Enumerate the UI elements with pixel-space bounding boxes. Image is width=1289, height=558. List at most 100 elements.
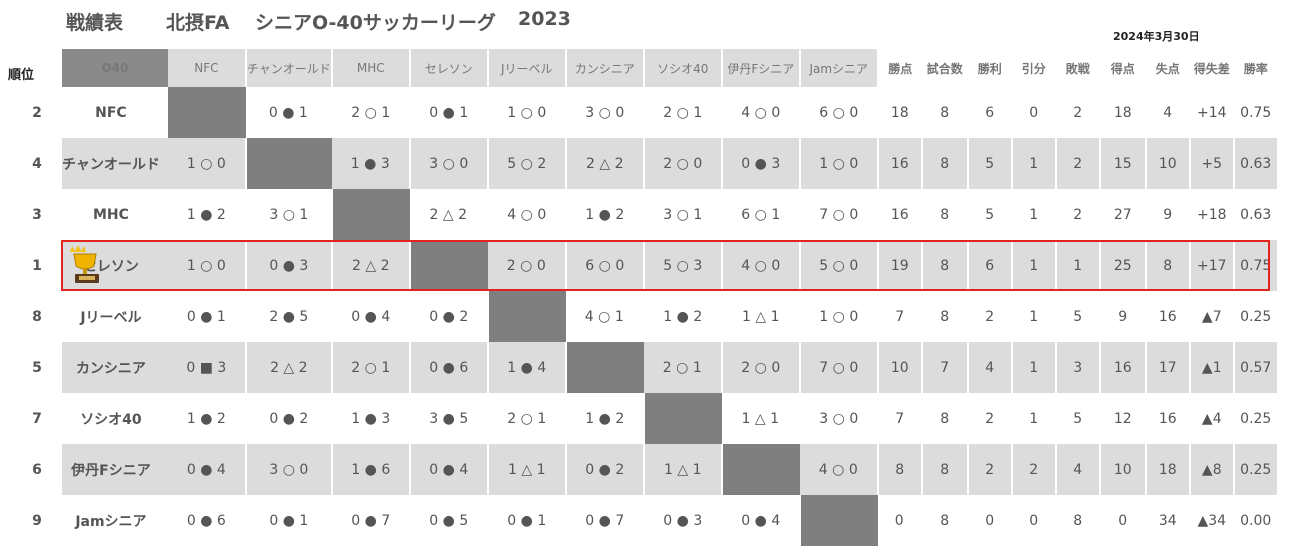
match-result-cell: 3 ○ 1 (643, 189, 723, 240)
rank-cell: 3 (32, 206, 42, 223)
match-result-cell: 0 ● 6 (167, 495, 247, 546)
match-result-cell: 0 ● 3 (643, 495, 723, 546)
match-result-cell: 1 ● 2 (167, 393, 247, 444)
match-result-cell: 0 ● 6 (409, 342, 489, 393)
stat-cell: 10 (1099, 444, 1147, 495)
rank-cell: 1 (32, 257, 42, 274)
stat-cell: 1 (1011, 342, 1057, 393)
rank-cell: 7 (32, 410, 42, 427)
stat-cell: 9 (1145, 189, 1191, 240)
team-name: Jamシニア (75, 513, 147, 530)
match-result-cell: 1 ● 6 (331, 444, 411, 495)
stat-cell: 2 (1055, 87, 1101, 138)
match-result-cell: 0 ● 3 (245, 240, 333, 291)
stat-cell: 0.57 (1233, 342, 1279, 393)
team-name: ソシオ40 (80, 411, 142, 428)
stat-cell: 10 (1145, 138, 1191, 189)
stat-cell: 6 (967, 240, 1013, 291)
match-result-cell: 2 ○ 1 (643, 342, 723, 393)
rank-cell: 5 (32, 359, 42, 376)
stat-cell: 5 (967, 138, 1013, 189)
stat-cell: 9 (1099, 291, 1147, 342)
stat-cell: 0.25 (1233, 291, 1279, 342)
match-result-cell: 3 ○ 0 (409, 138, 489, 189)
column-header-team: ソシオ40 (643, 49, 723, 87)
column-header-team: チャンオールド (245, 49, 333, 87)
team-name: セレソン (82, 258, 139, 275)
stat-cell: 8 (921, 495, 969, 546)
stat-cell: 8 (921, 138, 969, 189)
league-badge: O40 (62, 49, 168, 87)
team-name: チャンオールド (62, 156, 160, 173)
stat-cell: 16 (1099, 342, 1147, 393)
column-header-team: カンシニア (565, 49, 645, 87)
stat-cell: 0.63 (1233, 189, 1279, 240)
stat-cell: ▲1 (1189, 342, 1235, 393)
self-match-cell (721, 444, 800, 495)
stat-cell: 8 (1145, 240, 1191, 291)
column-header-stat: 得失差 (1193, 61, 1230, 76)
stat-cell: 12 (1099, 393, 1147, 444)
stat-cell: 18 (877, 87, 923, 138)
column-header-team: NFC (167, 49, 247, 87)
match-result-cell: 3 ○ 0 (565, 87, 645, 138)
team-name: NFC (95, 104, 127, 121)
match-result-cell: 2 ○ 0 (721, 342, 801, 393)
team-name: 伊丹Fシニア (71, 462, 151, 479)
match-result-cell: 2 ○ 1 (331, 342, 411, 393)
sheet-title: 戦績表 (66, 12, 124, 34)
stat-cell: +18 (1189, 189, 1235, 240)
match-result-cell: 2 △ 2 (331, 240, 411, 291)
stat-cell: 1 (1011, 291, 1057, 342)
match-result-cell: 0 ● 4 (167, 444, 247, 495)
column-header-stat: 勝利 (977, 61, 1002, 76)
match-result-cell: 1 ○ 0 (167, 240, 247, 291)
column-header-stat: 得点 (1110, 61, 1135, 76)
stat-cell: 16 (877, 189, 923, 240)
match-result-cell: 1 ● 3 (331, 393, 411, 444)
match-result-cell: 1 ○ 0 (487, 87, 567, 138)
stat-cell: 0 (967, 495, 1013, 546)
match-result-cell: 2 ○ 1 (331, 87, 411, 138)
match-result-cell: 1 ○ 0 (799, 138, 879, 189)
match-result-cell: 1 ● 2 (167, 189, 247, 240)
stat-cell: 34 (1145, 495, 1191, 546)
update-date: 2024年3月30日 (1113, 30, 1200, 43)
match-result-cell: 0 ● 1 (167, 291, 247, 342)
stat-cell: 0.75 (1233, 87, 1279, 138)
rank-header-cell (12, 49, 62, 87)
stat-cell: 15 (1099, 138, 1147, 189)
column-header-team: セレソン (409, 49, 489, 87)
stat-cell: 17 (1145, 342, 1191, 393)
stat-cell: ▲8 (1189, 444, 1235, 495)
rank-cell: 4 (32, 155, 42, 172)
match-result-cell: 2 △ 2 (565, 138, 645, 189)
team-name-cell: NFC (62, 87, 168, 138)
rank-cell: 6 (32, 461, 42, 478)
match-result-cell: 4 ○ 0 (799, 444, 879, 495)
stat-cell: 0 (877, 495, 923, 546)
match-result-cell: 0 ● 7 (565, 495, 645, 546)
self-match-cell (565, 342, 644, 393)
rank-cell: 8 (32, 308, 42, 325)
match-result-cell: 5 ○ 0 (799, 240, 879, 291)
match-result-cell: 2 △ 2 (245, 342, 333, 393)
stat-cell: 1 (1011, 240, 1057, 291)
match-result-cell: 0 ● 2 (409, 291, 489, 342)
column-header-stat: 勝点 (888, 61, 913, 76)
stat-cell: +5 (1189, 138, 1235, 189)
stat-cell: 4 (967, 342, 1013, 393)
match-result-cell: 0 ● 3 (721, 138, 801, 189)
stat-cell: +14 (1189, 87, 1235, 138)
match-result-cell: 1 △ 1 (721, 291, 801, 342)
match-result-cell: 1 ○ 0 (799, 291, 879, 342)
match-result-cell: 2 ○ 1 (643, 87, 723, 138)
match-result-cell: 1 ○ 0 (167, 138, 247, 189)
column-header-team: MHC (331, 49, 411, 87)
match-result-cell: 4 ○ 1 (565, 291, 645, 342)
match-result-cell: 2 ○ 0 (487, 240, 567, 291)
